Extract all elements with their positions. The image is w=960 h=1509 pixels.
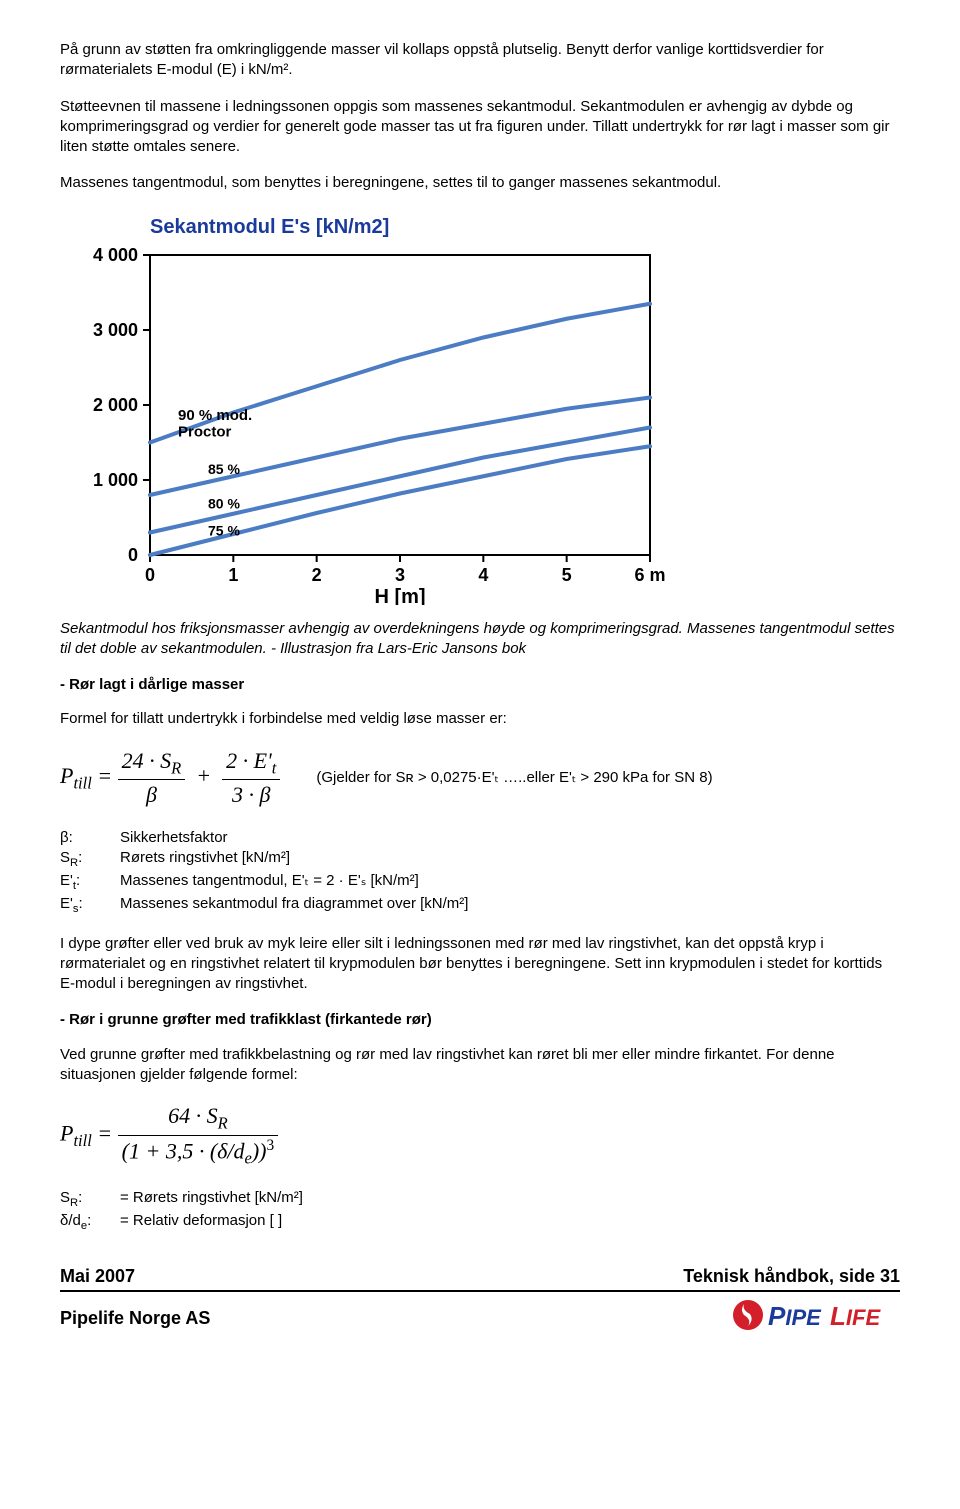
svg-text:4 000: 4 000 xyxy=(93,245,138,265)
paragraph-intro-1: På grunn av støtten fra omkringliggende … xyxy=(60,40,900,81)
chart-caption: Sekantmodul hos friksjonsmasser avhengig… xyxy=(60,619,900,660)
section2-heading: - Rør i grunne grøfter med trafikklast (… xyxy=(60,1010,900,1030)
section1-para: Formel for tillatt undertrykk i forbinde… xyxy=(60,709,900,729)
svg-text:3 000: 3 000 xyxy=(93,320,138,340)
definitions-1: β:SikkerhetsfaktorSR:Rørets ringstivhet … xyxy=(60,828,900,918)
section2-para: Ved grunne grøfter med trafikkbelastning… xyxy=(60,1045,900,1086)
definition-row: SR:Rørets ringstivhet [kN/m²] xyxy=(60,848,900,871)
svg-text:LIFE: LIFE xyxy=(830,1301,881,1331)
svg-text:80 %: 80 % xyxy=(208,495,240,511)
definition-row: E's:Massenes sekantmodul fra diagrammet … xyxy=(60,894,900,917)
pipelife-logo: PIPE LIFE xyxy=(730,1292,900,1338)
svg-text:H [m]: H [m] xyxy=(374,586,425,605)
footer-date: Mai 2007 xyxy=(60,1264,135,1288)
formula-1-note: (Gjelder for Sʀ > 0,0275·E'ₜ …..eller E'… xyxy=(316,768,712,788)
svg-text:1 000: 1 000 xyxy=(93,470,138,490)
page-footer: Mai 2007 Teknisk håndbok, side 31 xyxy=(60,1264,900,1288)
svg-text:0: 0 xyxy=(145,565,155,585)
svg-text:2 000: 2 000 xyxy=(93,395,138,415)
formula-2-row: Ptill = 64 · SR (1 + 3,5 · (δ/de))3 xyxy=(60,1101,900,1170)
footer-page: Teknisk håndbok, side 31 xyxy=(683,1264,900,1288)
definition-row: SR:= Rørets ringstivhet [kN/m²] xyxy=(60,1188,900,1211)
svg-text:4: 4 xyxy=(478,565,488,585)
sekantmodul-chart: 0 1 000 2 000 3 000 4 000 0 1 2 3 4 5 6 m H [m] 90 % … xyxy=(60,245,680,605)
formula-2: Ptill = 64 · SR (1 + 3,5 · (δ/de))3 xyxy=(60,1101,278,1170)
svg-text:1: 1 xyxy=(228,565,238,585)
svg-text:90 % mod.: 90 % mod. xyxy=(178,407,252,424)
formula-1: Ptill = 24 · SRβ + 2 · E't3 · β xyxy=(60,746,280,810)
definition-row: δ/de:= Relativ deformasjon [ ] xyxy=(60,1211,900,1234)
section1-heading: - Rør lagt i dårlige masser xyxy=(60,675,900,695)
definition-row: β:Sikkerhetsfaktor xyxy=(60,828,900,848)
svg-text:3: 3 xyxy=(395,565,405,585)
footer-company: Pipelife Norge AS xyxy=(60,1306,210,1330)
svg-text:85 %: 85 % xyxy=(208,461,240,477)
svg-text:5: 5 xyxy=(562,565,572,585)
paragraph-4: I dype grøfter eller ved bruk av myk lei… xyxy=(60,934,900,995)
svg-text:Proctor: Proctor xyxy=(178,423,232,440)
paragraph-intro-2: Støtteevnen til massene i ledningssonen … xyxy=(60,97,900,158)
paragraph-intro-3: Massenes tangentmodul, som benyttes i be… xyxy=(60,173,900,193)
chart-title: Sekantmodul E's [kN/m2] xyxy=(150,214,900,241)
chart-container: Sekantmodul E's [kN/m2] 0 1 000 2 000 3 000… xyxy=(60,214,900,605)
svg-text:2: 2 xyxy=(312,565,322,585)
formula-1-row: Ptill = 24 · SRβ + 2 · E't3 · β (Gjelder… xyxy=(60,746,900,810)
svg-text:6 m: 6 m xyxy=(634,565,665,585)
svg-text:0: 0 xyxy=(128,545,138,565)
svg-text:PIPE: PIPE xyxy=(768,1301,822,1331)
definitions-2: SR:= Rørets ringstivhet [kN/m²]δ/de:= Re… xyxy=(60,1188,900,1234)
definition-row: E't:Massenes tangentmodul, E'ₜ = 2 · E'ₛ… xyxy=(60,871,900,894)
svg-text:75 %: 75 % xyxy=(208,522,240,538)
